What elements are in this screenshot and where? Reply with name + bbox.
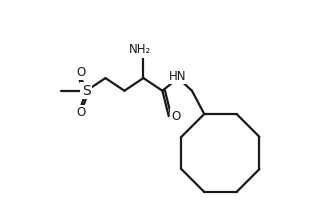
Text: O: O <box>171 110 181 123</box>
Text: S: S <box>82 84 91 98</box>
Text: NH₂: NH₂ <box>129 43 151 56</box>
Text: O: O <box>77 106 86 119</box>
Text: O: O <box>77 66 86 79</box>
Text: HN: HN <box>168 70 186 83</box>
